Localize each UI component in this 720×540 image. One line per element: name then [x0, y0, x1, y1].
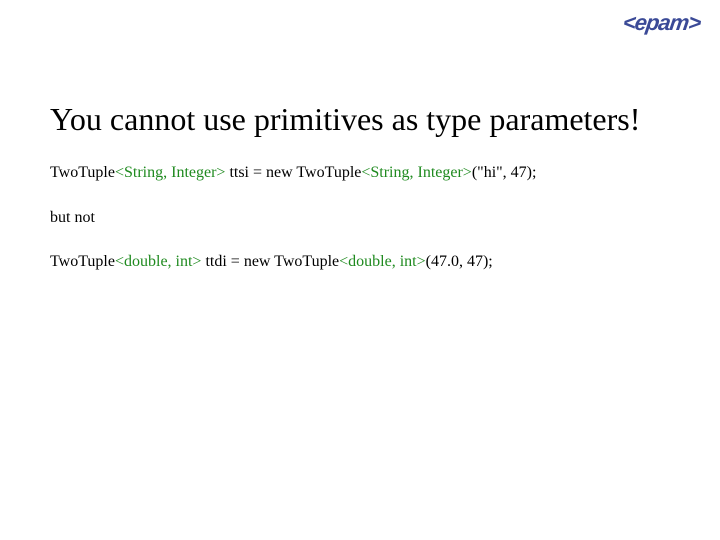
code-text: ("hi", 47);: [472, 164, 537, 181]
but-not-label: but not: [50, 207, 660, 229]
code-text: ttdi = new TwoTuple: [201, 253, 339, 270]
code-text: TwoTuple: [50, 164, 115, 181]
code-text: (47.0, 47);: [426, 253, 493, 270]
code-generic: <String, Integer>: [115, 164, 225, 181]
code-generic: <double, int>: [115, 253, 201, 270]
content-area: You cannot use primitives as type parame…: [50, 100, 660, 296]
slide: <epam> You cannot use primitives as type…: [0, 0, 720, 540]
code-text: ttsi = new TwoTuple: [225, 164, 361, 181]
epam-logo: <epam>: [621, 10, 702, 36]
code-text: TwoTuple: [50, 253, 115, 270]
code-line-invalid: TwoTuple<double, int> ttdi = new TwoTupl…: [50, 251, 660, 273]
code-generic: <double, int>: [339, 253, 425, 270]
slide-title: You cannot use primitives as type parame…: [50, 100, 660, 138]
code-line-valid: TwoTuple<String, Integer> ttsi = new Two…: [50, 162, 660, 184]
code-generic: <String, Integer>: [361, 164, 471, 181]
